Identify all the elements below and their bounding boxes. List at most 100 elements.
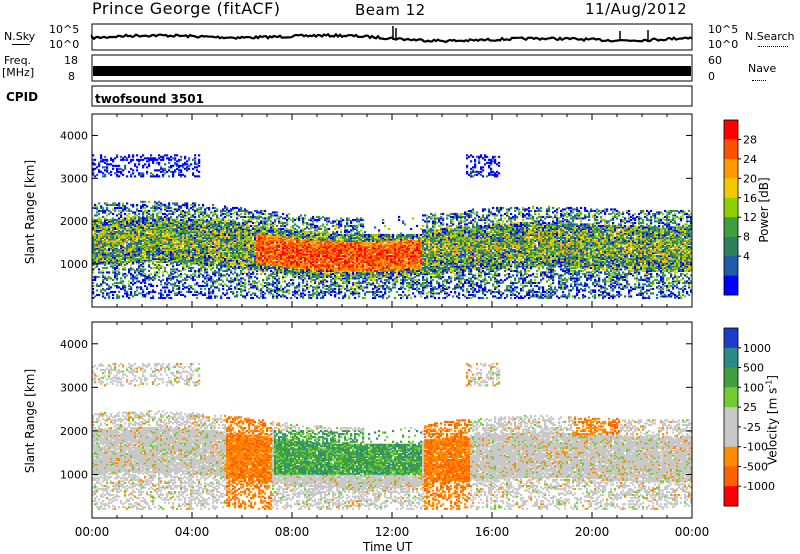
power-cell (106, 249, 108, 251)
power-cell (96, 283, 98, 285)
power-cell (102, 295, 104, 297)
power-cell (132, 246, 134, 248)
power-cell (114, 291, 116, 293)
power-cell (128, 154, 130, 156)
power-cell (122, 169, 124, 171)
power-cell (98, 169, 100, 171)
power-cell (130, 210, 132, 212)
power-cell (126, 207, 128, 209)
power-cell (116, 219, 118, 221)
power-cell (110, 174, 112, 176)
power-cell (102, 216, 104, 218)
power-cell (104, 276, 106, 278)
power-cell (124, 292, 126, 294)
power-cell (122, 261, 124, 263)
power-cell (136, 169, 138, 171)
power-cell (116, 168, 118, 170)
power-cell (116, 259, 118, 261)
power-cell (106, 202, 108, 204)
power-cell (132, 169, 134, 171)
power-cell (126, 261, 128, 263)
power-cell (120, 231, 122, 233)
power-cell (136, 220, 138, 222)
power-cell (110, 171, 112, 173)
power-cell (138, 246, 140, 248)
power-cell (102, 166, 104, 168)
power-cell (104, 261, 106, 263)
power-heatmap (92, 154, 692, 299)
power-cell (136, 159, 138, 161)
power-cell (122, 280, 124, 282)
power-cell (106, 207, 108, 209)
power-cell (136, 214, 138, 216)
power-cell (120, 288, 122, 290)
power-cell (96, 276, 98, 278)
power-cell (136, 280, 138, 282)
power-cell (106, 214, 108, 216)
power-cell (134, 175, 136, 177)
power-cell (138, 210, 140, 212)
power-cell (124, 238, 126, 240)
power-cell (136, 294, 138, 296)
power-cell (112, 270, 114, 272)
power-cell (100, 154, 102, 156)
power-cell (102, 292, 104, 294)
power-cell (110, 226, 112, 228)
power-cell (114, 172, 116, 174)
power-cell (104, 159, 106, 161)
power-cell (96, 214, 98, 216)
power-cell (128, 280, 130, 282)
power-cell (136, 154, 138, 156)
power-cell (100, 217, 102, 219)
power-cell (106, 277, 108, 279)
power-cell (118, 240, 120, 242)
power-cell (112, 297, 114, 299)
power-cell (106, 292, 108, 294)
power-cell (116, 165, 118, 167)
power-cell (124, 276, 126, 278)
power-cell (124, 289, 126, 291)
power-cell (118, 168, 120, 170)
power-cell (112, 291, 114, 293)
power-cell (118, 210, 120, 212)
power-cell (104, 202, 106, 204)
power-cell (102, 175, 104, 177)
power-cell (98, 268, 100, 270)
power-cell (120, 280, 122, 282)
power-cell (110, 219, 112, 221)
power-cell (130, 282, 132, 284)
power-cell (100, 283, 102, 285)
power-cell (138, 159, 140, 161)
power-cell (112, 283, 114, 285)
power-cell (122, 295, 124, 297)
power-cell (130, 286, 132, 288)
power-cell (136, 240, 138, 242)
power-cell (118, 217, 120, 219)
power-cell (100, 160, 102, 162)
power-cell (132, 268, 134, 270)
power-cell (94, 214, 96, 216)
power-cell (140, 264, 142, 266)
power-cell (132, 172, 134, 174)
power-cell (128, 162, 130, 164)
power-cell (108, 219, 110, 221)
power-cell (100, 289, 102, 291)
power-cell (122, 174, 124, 176)
power-cell (130, 273, 132, 275)
power-cell (112, 279, 114, 281)
power-cell (140, 268, 142, 270)
power-cell (136, 166, 138, 168)
power-cell (126, 291, 128, 293)
power-cell (116, 265, 118, 267)
power-cell (104, 162, 106, 164)
power-cell (114, 255, 116, 257)
power-cell (108, 213, 110, 215)
power-cell (112, 168, 114, 170)
power-cell (124, 273, 126, 275)
power-cell (100, 232, 102, 234)
power-cell (130, 204, 132, 206)
power-cell (124, 156, 126, 158)
power-cell (114, 157, 116, 159)
power-cell (114, 202, 116, 204)
power-cell (136, 204, 138, 206)
